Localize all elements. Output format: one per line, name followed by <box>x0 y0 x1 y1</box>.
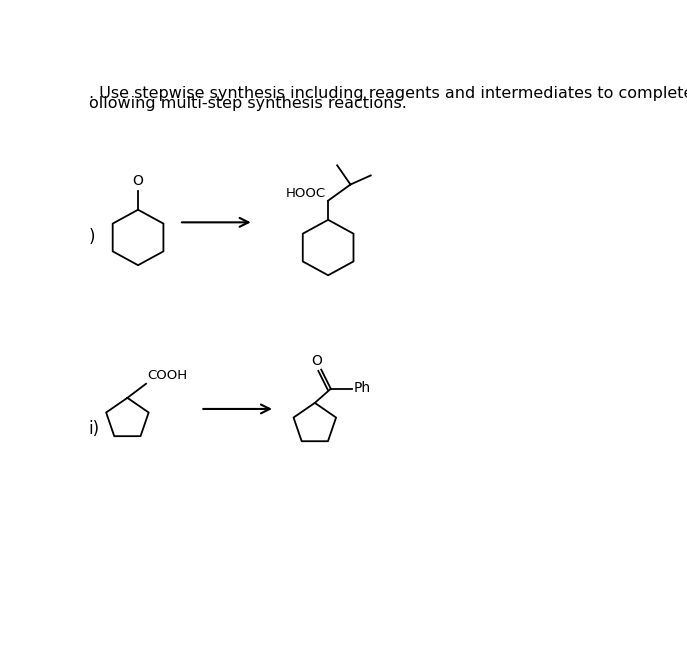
Text: . Use stepwise synthesis including reagents and intermediates to complete the: . Use stepwise synthesis including reage… <box>89 86 687 101</box>
Text: ): ) <box>89 229 95 246</box>
Text: O: O <box>311 354 322 367</box>
Text: ollowing multi-step synthesis reactions.: ollowing multi-step synthesis reactions. <box>89 96 407 111</box>
Text: O: O <box>133 174 144 188</box>
Text: Ph: Ph <box>353 381 370 395</box>
Text: COOH: COOH <box>148 369 188 383</box>
Text: HOOC: HOOC <box>286 187 326 200</box>
Text: i): i) <box>89 420 100 438</box>
